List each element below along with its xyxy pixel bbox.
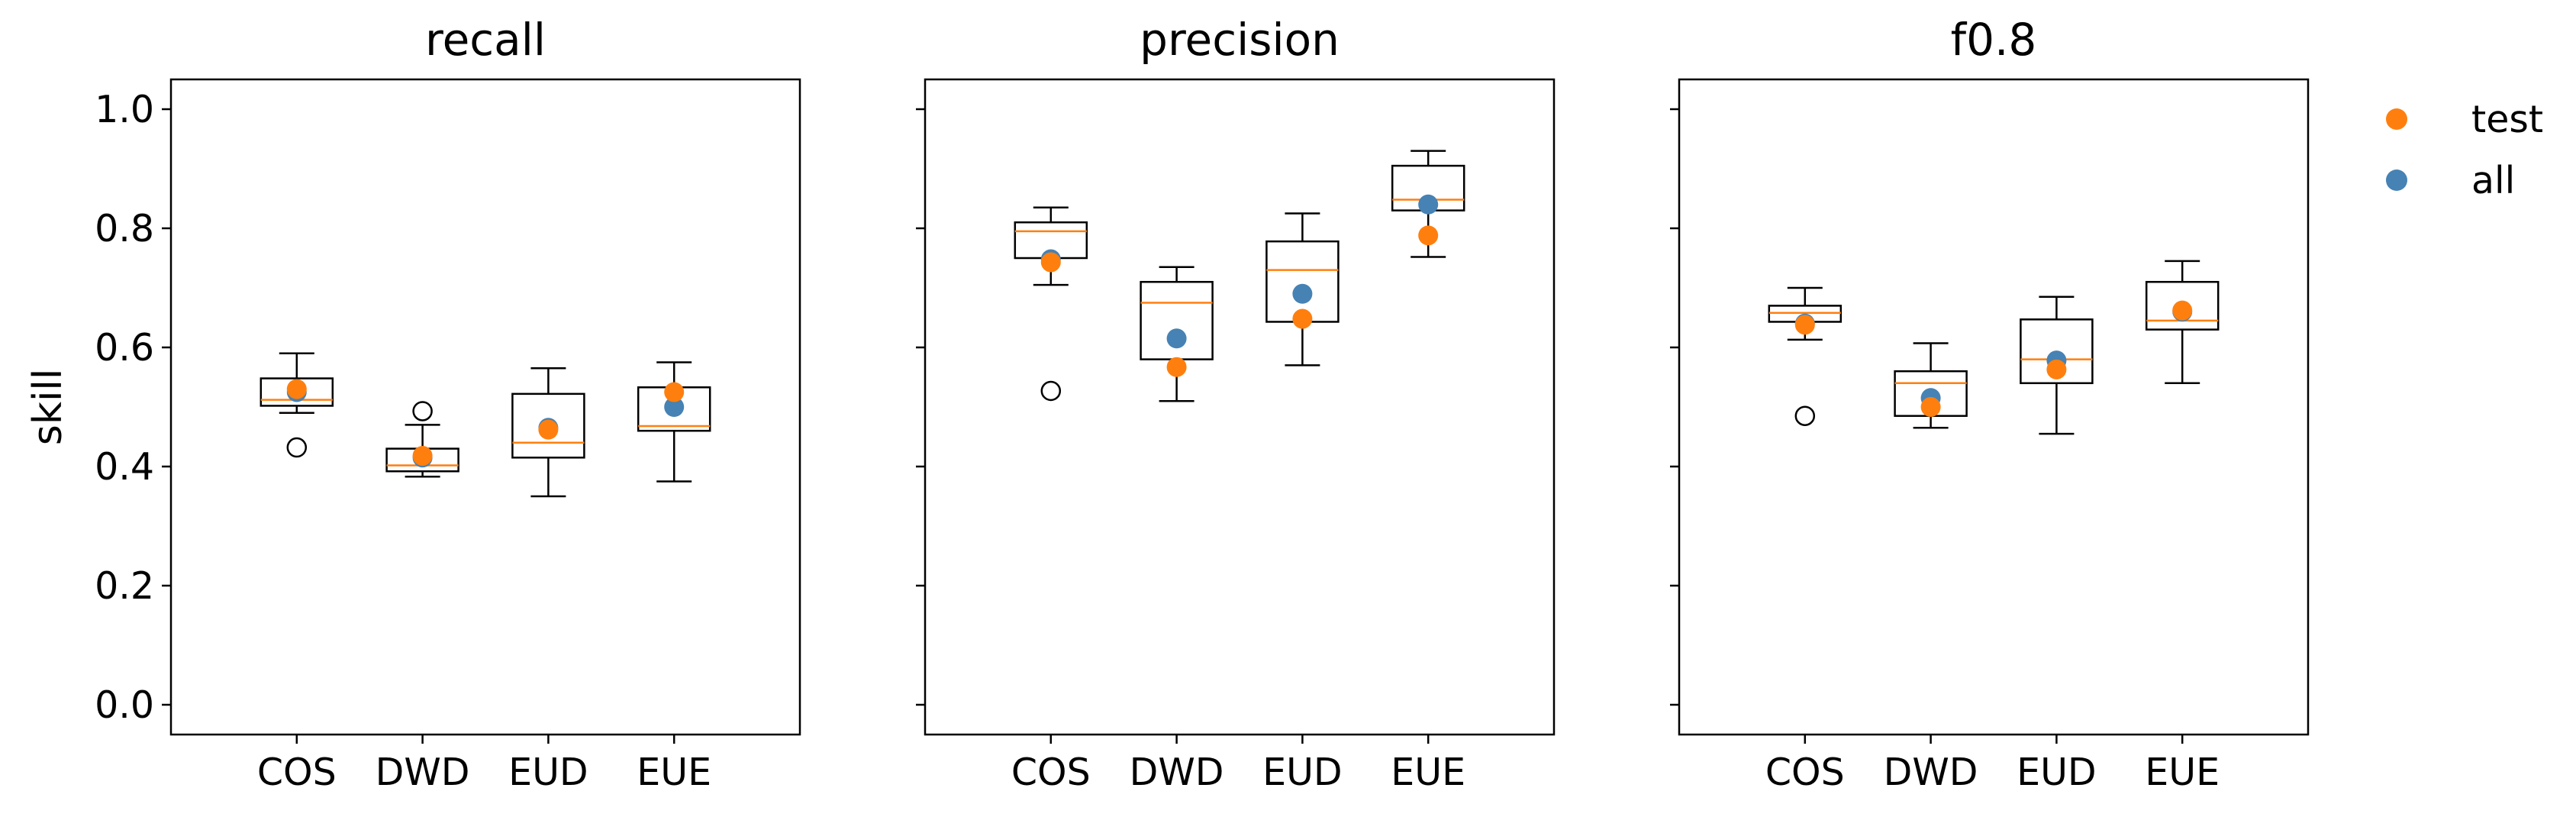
legend-label-test: test xyxy=(2471,98,2543,141)
y-tick-label: 0.2 xyxy=(95,564,154,608)
test-point xyxy=(2046,359,2067,379)
iqr-box xyxy=(260,377,334,407)
outlier-point xyxy=(412,401,433,421)
y-tick-label: 0.8 xyxy=(95,207,154,250)
legend-marker-all xyxy=(2386,170,2407,191)
panel-title: precision xyxy=(1140,14,1340,66)
outlier-point xyxy=(1794,405,1816,426)
x-tick-label: DWD xyxy=(1130,751,1224,794)
x-tick-label: DWD xyxy=(1884,751,1978,794)
x-tick-label: COS xyxy=(1765,751,1845,794)
plot-frame xyxy=(169,78,801,736)
all-point xyxy=(1418,194,1439,215)
box-DWD xyxy=(1894,342,1968,429)
box-COS xyxy=(1768,286,1843,426)
y-tick-label: 0.4 xyxy=(95,445,154,489)
test-point xyxy=(412,445,433,466)
box-COS xyxy=(1014,206,1088,402)
all-point xyxy=(1292,283,1313,304)
outlier-point xyxy=(286,437,308,458)
box-EUD xyxy=(511,367,585,498)
test-point xyxy=(1794,315,1815,335)
test-point xyxy=(664,382,685,402)
panel-title: recall xyxy=(425,14,546,66)
x-tick-label: EUD xyxy=(2017,751,2097,794)
x-tick-label: EUE xyxy=(1391,751,1465,794)
test-point xyxy=(286,379,307,399)
x-tick-label: EUE xyxy=(637,751,711,794)
all-point xyxy=(1166,328,1187,349)
y-tick-label: 1.0 xyxy=(95,88,154,131)
panel-f0.8: f0.8 COS DWD EUD EUE xyxy=(1670,14,2310,794)
iqr-box xyxy=(2145,280,2220,331)
chart-panels: skill recall 0.0 0.2 0.4 0.6 0.8 1.0 COS DWD EUD EU… xyxy=(25,14,2310,794)
panel-recall: recall 0.0 0.2 0.4 0.6 0.8 1.0 COS DWD EUD EUE xyxy=(95,14,801,794)
plot-frame xyxy=(1678,78,2310,736)
box-EUE xyxy=(2145,260,2220,385)
panel-precision: precision COS DWD EUD EUE xyxy=(916,14,1556,794)
x-tick-label: EUE xyxy=(2145,751,2220,794)
box-COS xyxy=(260,352,334,458)
test-point xyxy=(1920,397,1941,417)
x-tick-label: COS xyxy=(1011,751,1091,794)
test-point xyxy=(1418,225,1439,246)
iqr-box xyxy=(511,392,585,459)
test-point xyxy=(1292,308,1313,329)
outlier-point xyxy=(1040,380,1062,402)
legend-marker-test xyxy=(2386,108,2407,130)
test-point xyxy=(2172,300,2193,321)
all-point xyxy=(664,397,685,417)
legend: test all xyxy=(2386,98,2543,202)
iqr-box xyxy=(2020,318,2094,385)
x-tick-label: EUD xyxy=(1262,751,1343,794)
y-tick-label: 0.6 xyxy=(95,326,154,370)
test-point xyxy=(538,419,559,440)
test-point xyxy=(1040,252,1061,273)
y-tick-label: 0.0 xyxy=(95,683,154,727)
x-tick-label: EUD xyxy=(508,751,588,794)
plot-frame xyxy=(924,78,1556,736)
y-axis-label: skill xyxy=(25,369,71,446)
x-tick-label: DWD xyxy=(376,751,470,794)
test-point xyxy=(1166,357,1187,377)
box-EUE xyxy=(637,361,711,483)
panel-title: f0.8 xyxy=(1951,14,2037,66)
legend-label-all: all xyxy=(2471,159,2515,202)
x-tick-label: COS xyxy=(257,751,337,794)
